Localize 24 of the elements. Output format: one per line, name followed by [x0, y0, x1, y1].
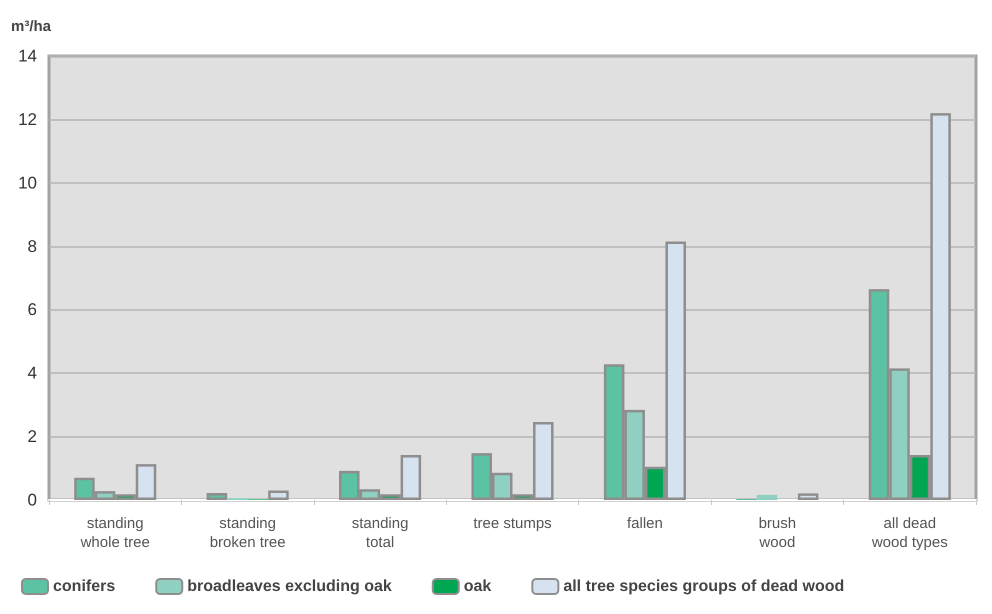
legend-label: all tree species groups of dead wood [563, 578, 844, 595]
x-tick-label: standing broken tree [210, 515, 286, 551]
x-tick-label: brush wood [758, 515, 796, 551]
bar [798, 493, 818, 500]
bar [756, 494, 778, 500]
legend-label: broadleaves excluding oak [187, 578, 392, 595]
y-tick-label: 8 [28, 236, 37, 256]
x-tick-label: all dead wood types [870, 515, 948, 551]
y-tick-label: 4 [28, 364, 37, 383]
y-tick-label: 14 [18, 46, 37, 66]
x-tick-label: standing whole tree [80, 515, 150, 551]
y-tick-label: 10 [18, 173, 37, 192]
x-tick-label: fallen [627, 515, 663, 532]
y-tick-label: 2 [28, 427, 37, 446]
bar [268, 490, 289, 500]
legend-label: oak [464, 578, 492, 595]
bar [206, 493, 228, 500]
x-tick-label: tree stumps [473, 515, 552, 532]
y-tick-label: 0 [28, 490, 37, 510]
y-axis-title: m³/ha [11, 18, 52, 35]
y-tick-label: 12 [18, 110, 37, 129]
legend-label: conifers [53, 578, 116, 595]
x-tick-label: standing total [352, 515, 408, 551]
y-tick-label: 6 [28, 300, 37, 320]
